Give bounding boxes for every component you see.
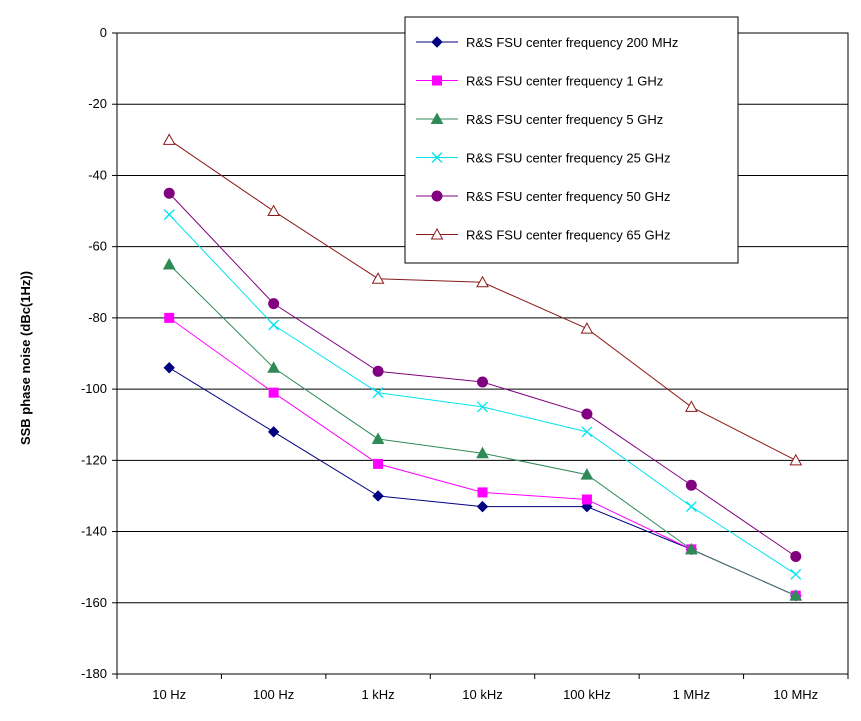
y-tick-label: -160 (81, 595, 107, 610)
legend: R&S FSU center frequency 200 MHz R&S FSU … (404, 16, 739, 264)
series-1 (163, 362, 802, 602)
data-point (685, 479, 697, 491)
data-point (372, 387, 384, 399)
data-point (476, 500, 489, 513)
legend-label: R&S FSU center frequency 25 GHz (466, 151, 670, 166)
legend-item: R&S FSU center frequency 65 GHz (416, 228, 670, 243)
x-tick-label: 10 Hz (152, 687, 186, 702)
data-point (476, 446, 489, 459)
legend-item: R&S FSU center frequency 1 GHz (416, 74, 663, 89)
data-point (162, 257, 176, 270)
data-point (581, 494, 592, 505)
data-point (476, 275, 489, 288)
legend-item: R&S FSU center frequency 50 GHz (416, 189, 670, 204)
x-tick-label: 1 kHz (361, 687, 394, 702)
data-point (373, 458, 384, 469)
series-line (168, 214, 797, 575)
data-point (685, 501, 697, 513)
series-6 (162, 133, 803, 466)
series-4 (163, 209, 802, 580)
y-axis-title: SSB phase noise (dBc(1Hz)) (18, 271, 33, 445)
legend-label: R&S FSU center frequency 1 GHz (466, 74, 663, 89)
data-point (581, 426, 593, 438)
legend-marker (430, 227, 444, 240)
data-point (790, 550, 802, 562)
data-point (477, 376, 488, 388)
x-tick-label: 100 kHz (563, 687, 611, 702)
legend-marker (432, 75, 442, 86)
data-point (580, 468, 594, 480)
x-tick-label: 10 MHz (773, 687, 818, 702)
series-5 (163, 187, 802, 562)
y-tick-label: -100 (81, 381, 107, 396)
data-point (163, 187, 175, 199)
data-point (267, 426, 280, 438)
y-tick-label: -40 (88, 167, 107, 182)
legend-item: R&S FSU center frequency 25 GHz (416, 151, 670, 166)
data-point (685, 542, 698, 555)
data-point (371, 272, 385, 284)
legend-item: R&S FSU center frequency 200 MHz (416, 35, 678, 50)
x-tick-label: 1 MHz (673, 687, 711, 702)
y-tick-label: 0 (100, 25, 107, 40)
data-point (371, 432, 385, 444)
axes: 0 -20 -40 -60 -80 -100 -120 -140 -160 -180 10 Hz 10… (81, 25, 849, 702)
legend-item: R&S FSU center frequency 5 GHz (416, 112, 663, 127)
data-point (789, 589, 803, 601)
legend-box (404, 16, 739, 264)
data-point (164, 312, 175, 323)
data-point (790, 568, 802, 580)
data-point (580, 322, 594, 334)
data-point (372, 365, 384, 377)
data-point (163, 362, 175, 374)
legend-marker (431, 152, 443, 163)
data-point (267, 361, 280, 373)
legend-label: R&S FSU center frequency 200 MHz (466, 35, 678, 50)
legend-marker (431, 190, 443, 202)
data-point (685, 400, 698, 412)
legend-marker (431, 36, 443, 48)
data-point (477, 401, 488, 413)
data-point (163, 209, 175, 221)
data-point (268, 387, 279, 398)
y-tick-label: -120 (81, 452, 107, 467)
legend-marker (430, 112, 444, 124)
data-point (267, 204, 280, 217)
legend-label: R&S FSU center frequency 65 GHz (466, 228, 670, 243)
y-tick-label: -60 (88, 239, 107, 254)
y-tick-label: -140 (81, 524, 107, 539)
x-tick-label: 10 kHz (462, 687, 502, 702)
x-tick-label: 100 Hz (253, 687, 294, 702)
data-point (372, 490, 384, 502)
data-point (477, 487, 488, 498)
data-point (581, 408, 593, 420)
data-point (162, 133, 176, 145)
data-point (789, 453, 803, 466)
data-point (268, 319, 280, 331)
y-tick-label: -80 (88, 310, 107, 325)
series (162, 133, 803, 602)
y-tick-label: -180 (81, 666, 107, 681)
series-line (168, 367, 796, 597)
legend-label: R&S FSU center frequency 5 GHz (466, 112, 663, 127)
data-point (268, 298, 280, 310)
legend-label: R&S FSU center frequency 50 GHz (466, 189, 670, 204)
series-3 (162, 257, 803, 601)
y-tick-label: -20 (88, 96, 107, 111)
